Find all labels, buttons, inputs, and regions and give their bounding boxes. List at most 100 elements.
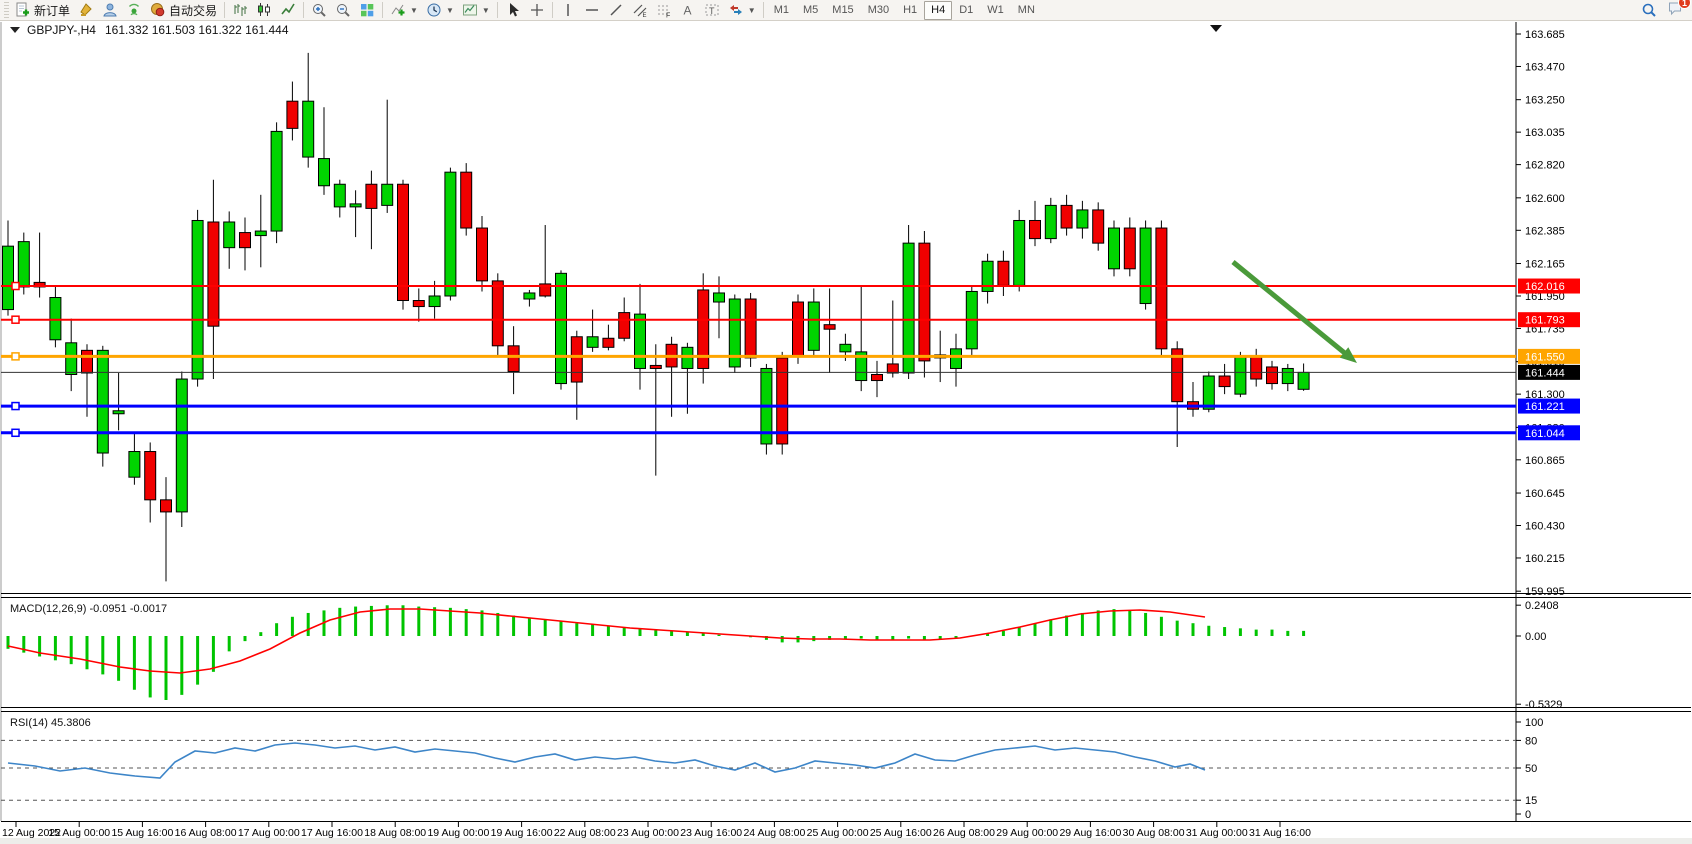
candle <box>491 280 504 347</box>
candle <box>96 349 109 454</box>
cursor-icon <box>509 3 519 17</box>
date-tick: 24 Aug 08:00 <box>743 827 805 839</box>
candle <box>697 289 710 369</box>
zoom-out-icon <box>337 4 350 17</box>
label-icon: T <box>705 4 719 16</box>
candle <box>807 301 820 351</box>
indicators-icon <box>391 4 405 16</box>
date-tick: 15 Aug 00:00 <box>48 827 110 839</box>
candle <box>776 357 789 445</box>
hline-button[interactable] <box>580 0 604 21</box>
macd-label: MACD(12,26,9) -0.0951 -0.0017 <box>10 603 167 615</box>
candle <box>728 298 741 368</box>
styles-button[interactable] <box>74 0 98 21</box>
date-tick: 12 Aug 2022 <box>2 827 61 839</box>
timeframe-button-mn[interactable]: MN <box>1017 3 1035 16</box>
auto-trading-button[interactable]: 自动交易 <box>146 0 221 21</box>
candle <box>1076 209 1089 229</box>
timeframe-button-h1[interactable]: H1 <box>903 3 918 16</box>
cursor-button[interactable] <box>501 0 525 21</box>
candle <box>49 296 62 341</box>
crosshair-button[interactable] <box>525 0 549 21</box>
toolbar-grip <box>4 2 9 18</box>
candle <box>1202 375 1215 410</box>
price-tick: 160.865 <box>1525 455 1565 467</box>
candle <box>1029 219 1041 240</box>
date-tick: 31 Aug 00:00 <box>1186 827 1248 839</box>
macd-tick: 0.2408 <box>1525 600 1559 612</box>
line-chart-button[interactable] <box>276 0 300 21</box>
toolbar-separator <box>224 2 226 18</box>
resistance-line-1-anchor[interactable] <box>11 281 20 291</box>
trendline-button[interactable] <box>604 0 628 21</box>
candle <box>792 301 804 357</box>
channel-button[interactable]: E <box>628 0 652 21</box>
candle <box>333 183 346 208</box>
timeframe-button-m1[interactable]: M1 <box>773 3 789 16</box>
timeframe-button-m30[interactable]: M30 <box>867 3 890 16</box>
new-order-button[interactable]: 新订单 <box>11 0 74 21</box>
trend-arrow[interactable] <box>1231 260 1350 358</box>
trend-arrow-head[interactable] <box>1339 347 1357 363</box>
text-button[interactable]: A <box>676 0 700 21</box>
date-tick: 23 Aug 16:00 <box>680 827 742 839</box>
support-line-1-anchor[interactable] <box>11 401 20 411</box>
chevron-down-icon: ▼ <box>410 5 418 15</box>
price-tick: 161.300 <box>1525 389 1565 401</box>
symbol-dropdown-icon[interactable] <box>10 27 20 33</box>
periods-button[interactable]: ▼ <box>422 0 458 21</box>
candle <box>112 410 125 415</box>
price-level-badge-value: 161.793 <box>1525 315 1565 327</box>
pivot-line-anchor[interactable] <box>11 352 20 361</box>
bar-chart-button[interactable] <box>228 0 252 21</box>
alerts-button[interactable] <box>122 0 146 21</box>
timeframe-button-h4[interactable]: H4 <box>924 0 953 20</box>
timeframe-button-w1[interactable]: W1 <box>987 3 1004 16</box>
candle <box>1123 227 1136 270</box>
price-tick: 161.950 <box>1525 291 1565 303</box>
candle <box>286 100 299 129</box>
price-tick: 163.685 <box>1525 29 1565 41</box>
candle <box>823 324 836 330</box>
indicators-button[interactable]: ▼ <box>386 0 422 21</box>
main-toolbar: 新订单 自动交易 ▼ ▼ ▼ E F A T ▼ M1 M5 M15 M30 H1 H4 D1 W1 MN 1 <box>0 0 1692 21</box>
timeframe-button-m15[interactable]: M15 <box>832 3 854 16</box>
fibonacci-button[interactable]: F <box>652 0 676 21</box>
shapes-button[interactable]: ▼ <box>724 0 760 21</box>
zoom-in-button[interactable] <box>307 0 331 21</box>
vline-button[interactable] <box>556 0 580 21</box>
rsi-tick: 80 <box>1525 735 1537 747</box>
profile-button[interactable] <box>98 0 122 21</box>
rsi-line <box>7 742 1206 779</box>
rsi-tick: 15 <box>1525 795 1537 807</box>
timeframe-button-d1[interactable]: D1 <box>959 3 974 16</box>
candle <box>223 221 236 249</box>
tile-windows-button[interactable] <box>355 0 379 21</box>
templates-button[interactable]: ▼ <box>458 0 494 21</box>
candle-chart-button[interactable] <box>252 0 276 21</box>
price-tick: 163.470 <box>1525 61 1565 73</box>
support-line-2-anchor[interactable] <box>11 428 20 438</box>
candle <box>207 221 220 327</box>
date-tick: 29 Aug 00:00 <box>996 827 1058 839</box>
timeframe-button-m5[interactable]: M5 <box>803 3 819 16</box>
zoom-out-button[interactable] <box>331 0 355 21</box>
toolbar-separator <box>382 2 384 18</box>
chart-shift-marker[interactable] <box>1210 25 1222 32</box>
candle <box>1266 366 1278 385</box>
date-tick: 19 Aug 16:00 <box>491 827 553 839</box>
candle <box>397 183 409 302</box>
resistance-line-2-anchor[interactable] <box>11 315 20 324</box>
date-tick: 19 Aug 00:00 <box>427 827 489 839</box>
date-tick: 23 Aug 00:00 <box>617 827 679 839</box>
periods-icon <box>427 3 441 17</box>
label-button[interactable]: T <box>700 0 724 21</box>
candle <box>1108 227 1120 270</box>
chart-title-ohlc: 161.332 161.503 161.322 161.444 <box>105 23 289 37</box>
timeframe-group: M1 M5 M15 M30 H1 H4 D1 W1 MN <box>767 0 1042 20</box>
candle <box>17 241 30 288</box>
notifications-button[interactable]: 1 <box>1667 0 1691 21</box>
search-button[interactable] <box>1637 0 1661 21</box>
zoom-in-icon <box>313 4 326 17</box>
candle <box>191 219 204 380</box>
